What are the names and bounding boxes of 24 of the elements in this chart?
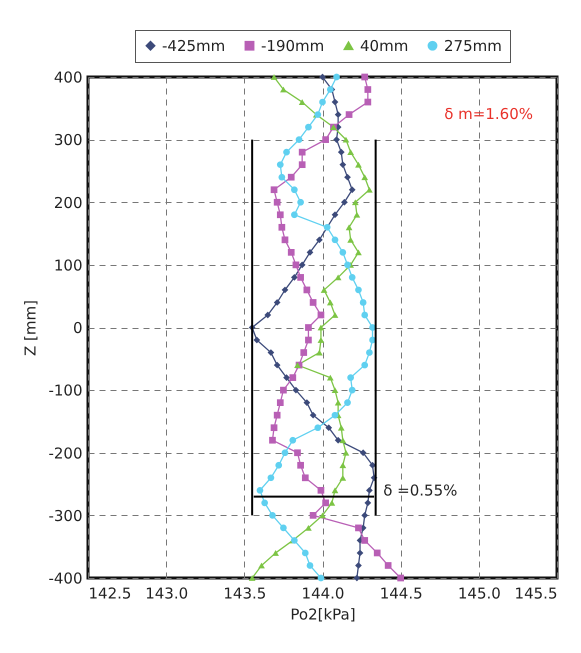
y-tick-label: -200 — [48, 444, 82, 462]
legend-label: -425mm — [162, 36, 226, 55]
x-tick-label: 145.5 — [514, 584, 558, 602]
x-tick-label: 145.0 — [458, 584, 501, 602]
x-tick-label: 143.0 — [145, 584, 188, 602]
annotation: δ m=1.60% — [444, 105, 533, 123]
y-tick-label: 200 — [54, 194, 82, 212]
x-tick-label: 144.0 — [302, 584, 344, 602]
annotation: δ =0.55% — [383, 482, 458, 500]
x-axis-title: Po2[kPa] — [290, 606, 356, 624]
y-tick-label: -300 — [48, 506, 82, 525]
x-tick-label: 142.5 — [88, 584, 132, 602]
y-tick-label: -400 — [48, 570, 82, 588]
y-tick-label: -100 — [48, 382, 82, 400]
legend-label: 275mm — [444, 36, 502, 55]
legend-label: -190mm — [261, 36, 324, 55]
y-tick-label: 400 — [54, 68, 82, 86]
y-tick-label: 100 — [54, 256, 82, 274]
y-axis-title: Z [mm] — [21, 300, 40, 356]
x-tick-label: 143.5 — [223, 584, 266, 602]
y-tick-label: 300 — [54, 131, 82, 150]
legend-label: 40mm — [360, 36, 408, 55]
x-tick-label: 144.5 — [380, 584, 423, 602]
y-tick-label: 0 — [72, 319, 82, 337]
